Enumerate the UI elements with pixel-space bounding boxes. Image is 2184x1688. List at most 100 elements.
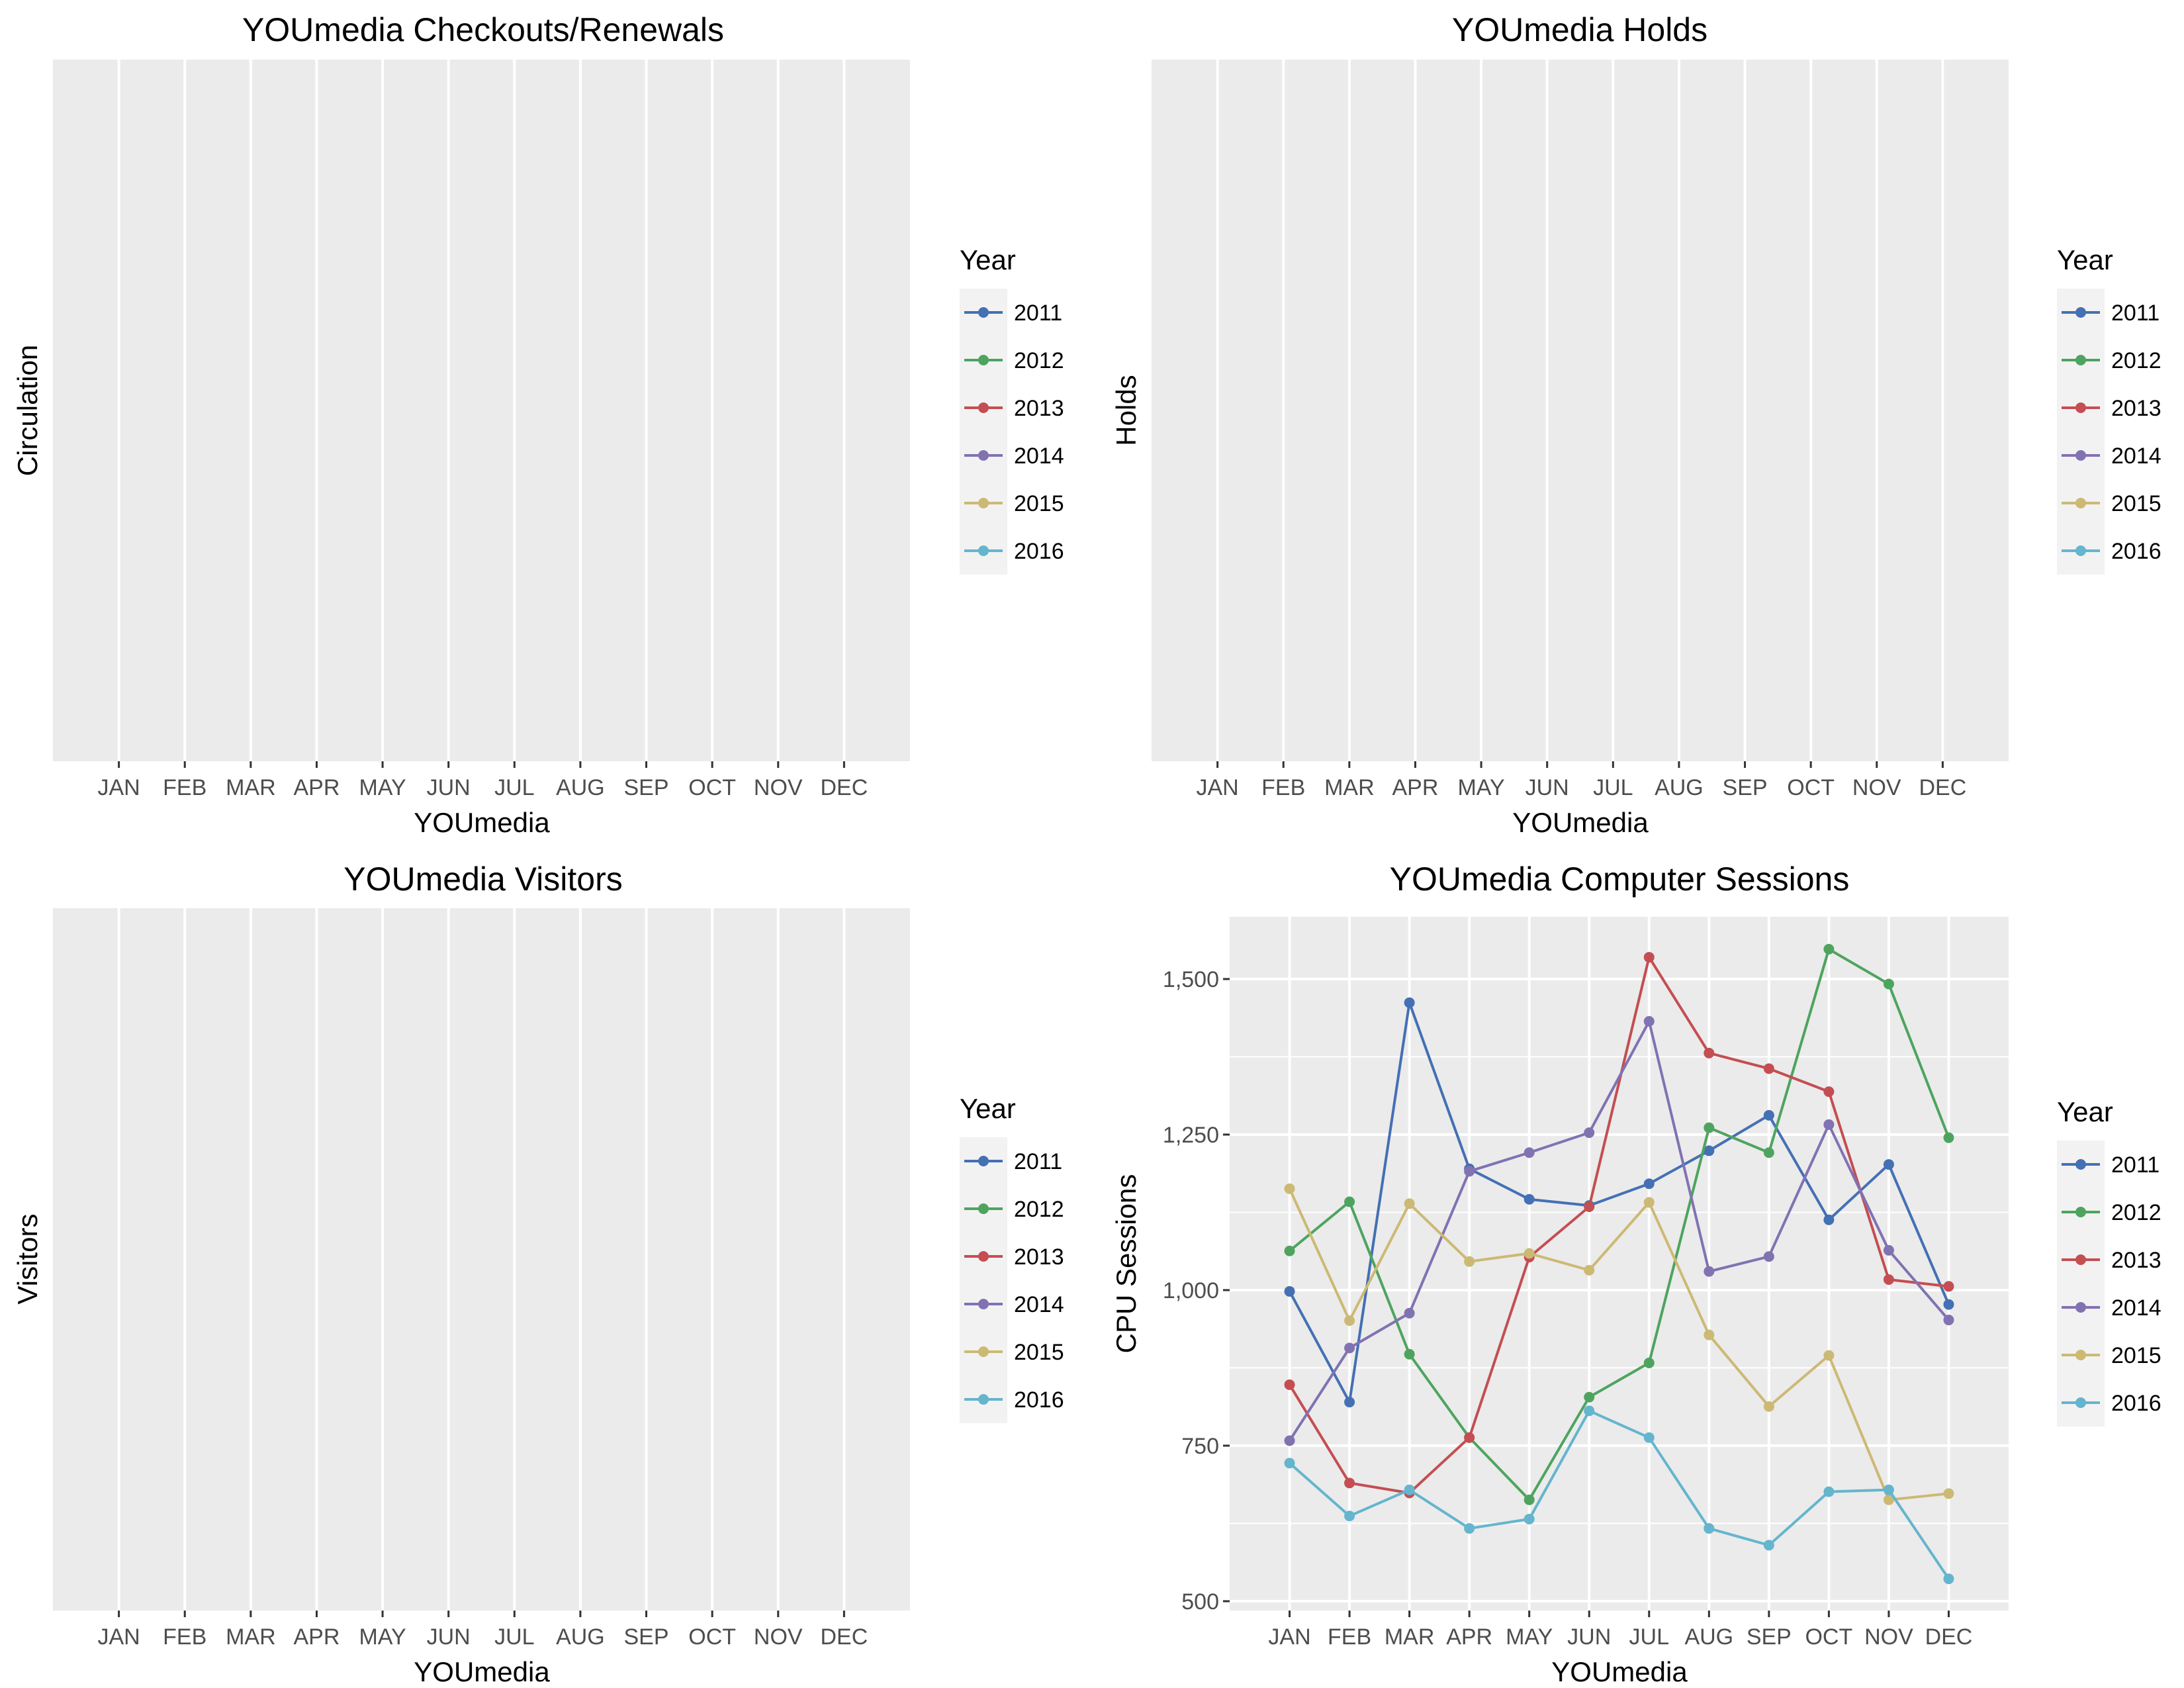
plot-background <box>1230 917 2009 1611</box>
legend-item: 2015 <box>2057 1331 2161 1379</box>
legend-label: 2013 <box>1014 1244 1064 1270</box>
data-point <box>1823 1214 1835 1225</box>
x-tick-label: SEP <box>1747 1624 1792 1650</box>
legend-key-point <box>2075 498 2086 508</box>
legend-key-point <box>978 355 989 365</box>
x-tick-label: FEB <box>163 775 206 800</box>
x-tick-label: OCT <box>688 775 736 800</box>
data-point <box>1464 1523 1475 1534</box>
legend: Year 2011 2012 2013 2014 2015 2016 <box>960 1093 1064 1423</box>
x-tick-label: JUN <box>1525 775 1569 800</box>
data-point <box>1344 1315 1355 1327</box>
chart-panel-2: YOUmedia Holds JAN FEB MAR APR MAY JUN JUL AUG SE… <box>1111 11 2161 838</box>
data-point <box>1643 1178 1655 1190</box>
legend-title: Year <box>2057 244 2113 275</box>
legend-label: 2014 <box>1014 444 1064 469</box>
data-point <box>1943 1132 1954 1143</box>
x-axis-title: YOUmedia <box>1551 1656 1688 1687</box>
x-axis-title: YOUmedia <box>1512 807 1649 838</box>
x-tick-label: AUG <box>1684 1624 1733 1650</box>
x-tick-label: JAN <box>97 775 140 800</box>
chart-title: YOUmedia Holds <box>1452 11 1707 48</box>
data-point <box>1704 1523 1715 1534</box>
data-point <box>1584 1405 1595 1417</box>
legend-item: 2013 <box>960 384 1064 432</box>
y-tick-label: 1,000 <box>1163 1278 1219 1303</box>
x-axis-title: YOUmedia <box>414 807 550 838</box>
legend-item: 2011 <box>960 1137 1062 1185</box>
data-point <box>1643 952 1655 963</box>
x-tick-label: FEB <box>1261 775 1305 800</box>
x-tick-label: OCT <box>688 1624 736 1650</box>
data-point <box>1883 1494 1894 1505</box>
data-point <box>1643 1432 1655 1443</box>
data-point <box>1943 1573 1954 1585</box>
x-tick-label: JUL <box>1593 775 1633 800</box>
x-tick-label: NOV <box>754 775 803 800</box>
x-axis-title: YOUmedia <box>414 1656 550 1687</box>
legend-item: 2014 <box>960 432 1064 479</box>
data-point <box>1704 1047 1715 1058</box>
data-point <box>1823 1119 1835 1130</box>
legend-item: 2015 <box>2057 479 2161 527</box>
data-point <box>1584 1264 1595 1276</box>
legend-label: 2013 <box>1014 396 1064 421</box>
chart-panel-3: YOUmedia Visitors JAN FEB MAR APR MAY JUN JUL AU… <box>12 861 1064 1687</box>
legend-label: 2013 <box>2111 396 2161 421</box>
series-line-2012 <box>1289 947 1950 1501</box>
series-2012 <box>1284 943 1954 1505</box>
legend-item: 2012 <box>2057 336 2161 384</box>
x-tick-label: NOV <box>754 1624 803 1650</box>
data-point <box>1344 1342 1355 1354</box>
data-point <box>1763 1401 1774 1412</box>
legend-label: 2013 <box>2111 1248 2161 1273</box>
x-tick-label: JAN <box>1268 1624 1310 1650</box>
legend-key-point <box>2075 1397 2086 1408</box>
x-tick-label: NOV <box>1852 775 1901 800</box>
series-2016 <box>1284 1405 1954 1585</box>
x-tick-label: DEC <box>1919 775 1966 800</box>
data-point <box>1883 1159 1894 1170</box>
data-point <box>1943 1315 1954 1326</box>
series-2014 <box>1284 1015 1954 1446</box>
legend-label: 2016 <box>2111 1391 2161 1416</box>
data-point <box>1524 1194 1535 1205</box>
data-point <box>1524 1494 1535 1505</box>
data-point <box>1943 1488 1954 1499</box>
data-point <box>1763 1147 1774 1158</box>
legend-label: 2014 <box>2111 1295 2161 1321</box>
legend-item: 2011 <box>2057 289 2160 336</box>
y-axis-title: Circulation <box>12 345 43 476</box>
x-tick-label: OCT <box>1787 775 1835 800</box>
x-tick-label: DEC <box>820 775 868 800</box>
data-point <box>1284 1379 1295 1390</box>
data-point <box>1883 1484 1894 1495</box>
data-point <box>1704 1145 1715 1156</box>
data-point <box>1763 1109 1774 1121</box>
legend-key-point <box>978 402 989 413</box>
x-tick-label: APR <box>1392 775 1439 800</box>
x-tick-label: MAR <box>226 775 276 800</box>
series-line-2016 <box>1289 1409 1950 1580</box>
data-point <box>1344 1477 1355 1489</box>
series-line-2014 <box>1288 1019 1950 1442</box>
legend-item: 2016 <box>960 527 1064 575</box>
legend-key-point <box>978 450 989 461</box>
data-point <box>1344 1397 1355 1408</box>
data-point <box>1943 1299 1954 1310</box>
x-tick-label: SEP <box>624 1624 669 1650</box>
legend-key-point <box>2075 1350 2086 1360</box>
legend-key-point <box>978 1156 989 1166</box>
x-tick-label: DEC <box>820 1624 868 1650</box>
legend-label: 2012 <box>1014 348 1064 373</box>
legend-label: 2012 <box>1014 1197 1064 1222</box>
y-axis-title: Holds <box>1111 375 1142 445</box>
legend-key-point <box>978 1299 989 1309</box>
legend-key-point <box>978 307 989 318</box>
legend-key-point <box>2075 307 2086 318</box>
data-point <box>1704 1122 1715 1133</box>
x-tick-label: JUN <box>427 1624 471 1650</box>
x-tick-label: JUL <box>494 775 534 800</box>
legend-key-point <box>2075 1207 2086 1217</box>
x-tick-label: JAN <box>1196 775 1238 800</box>
